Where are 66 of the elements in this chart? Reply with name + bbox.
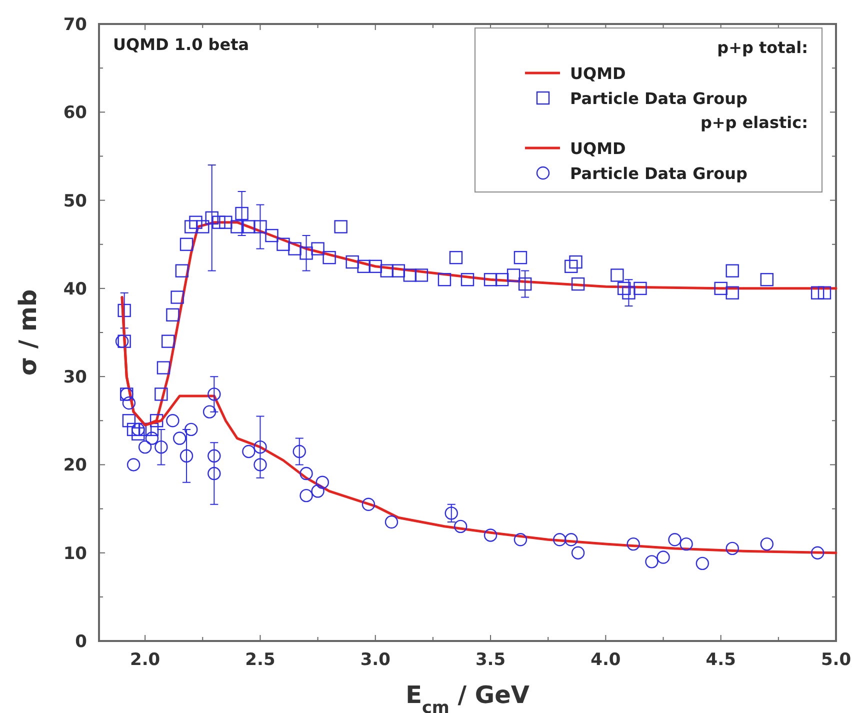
point	[122, 396, 136, 410]
point	[292, 444, 306, 458]
y-tick-label: 20	[63, 456, 88, 476]
x-tick-label: 2.0	[130, 650, 160, 670]
point	[514, 533, 528, 546]
legend-label: Particle Data Group	[570, 89, 748, 108]
point	[254, 440, 267, 454]
point	[626, 537, 640, 551]
point	[254, 458, 267, 472]
annotation: p+p total:	[717, 38, 808, 57]
point	[173, 432, 186, 445]
annotation: p+p elastic:	[700, 113, 808, 132]
point	[208, 466, 221, 480]
x-tick-label: 2.5	[245, 650, 276, 670]
y-tick-label: 10	[63, 544, 88, 564]
point	[138, 440, 152, 454]
point	[454, 520, 468, 534]
point	[316, 476, 330, 489]
x-tick-label: 5.0	[820, 650, 852, 670]
point	[484, 528, 498, 542]
point	[300, 466, 313, 480]
y-tick-label: 60	[63, 103, 88, 124]
point	[180, 449, 194, 462]
point	[145, 432, 159, 445]
point	[760, 537, 774, 551]
point	[645, 555, 658, 568]
point	[696, 556, 710, 570]
point	[553, 533, 566, 546]
x-tick-label: 3.0	[360, 650, 391, 670]
point	[384, 515, 398, 529]
point	[208, 388, 221, 401]
annotation: UQMD 1.0 beta	[113, 35, 250, 54]
point	[154, 440, 168, 454]
point	[132, 422, 145, 436]
x-tick-label: 3.5	[475, 650, 506, 670]
point	[242, 444, 256, 458]
point	[115, 334, 129, 348]
x-axis-title: E$_{cm}$ / GeV	[406, 681, 530, 713]
point	[444, 506, 458, 520]
point	[184, 422, 198, 436]
point	[120, 388, 134, 401]
y-tick-label: 40	[63, 279, 88, 300]
point	[680, 537, 693, 551]
point	[668, 533, 682, 546]
x-tick-label: 4.0	[590, 650, 621, 670]
point	[126, 458, 140, 472]
y-tick-label: 70	[63, 15, 88, 35]
x-tick-label: 4.5	[706, 650, 736, 670]
point	[362, 498, 376, 511]
y-axis-title: σ / mb	[14, 289, 42, 376]
y-tick-label: 50	[63, 191, 88, 212]
legend-label: UQMD	[570, 64, 626, 83]
legend-label: UQMD	[570, 139, 626, 158]
point	[726, 542, 739, 556]
point	[300, 488, 313, 502]
point	[202, 405, 216, 418]
y-tick-label: 0	[75, 632, 88, 652]
point	[166, 414, 180, 428]
point	[571, 546, 585, 560]
point	[810, 546, 824, 560]
y-tick-label: 30	[63, 368, 88, 388]
point	[656, 550, 670, 564]
point	[564, 533, 578, 546]
legend-label: Particle Data Group	[570, 164, 748, 183]
point	[208, 449, 221, 462]
point	[311, 484, 324, 498]
